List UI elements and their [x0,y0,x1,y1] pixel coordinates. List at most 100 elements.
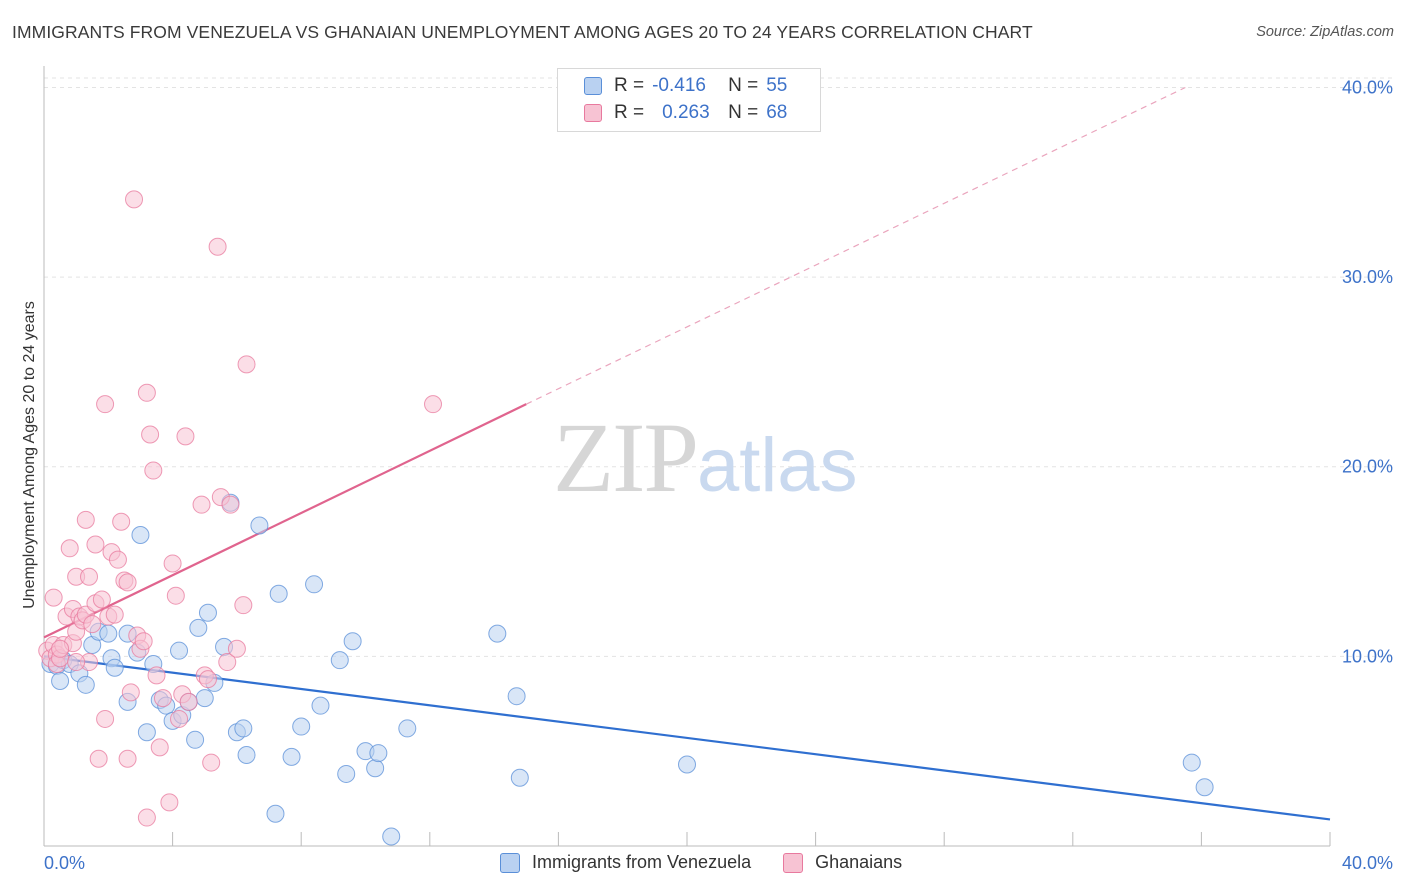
ghanaians-point [237,355,256,374]
n-label: N = [728,102,759,123]
ghanaians-point [208,237,227,256]
legend-row-venezuela: R = -0.416 N = 55 [584,75,787,97]
x-tick-label: 40.0% [1342,853,1393,873]
pink-swatch [584,104,602,122]
venezuela-point [266,804,285,823]
venezuela-point [105,658,124,677]
ghanaians-point [89,749,108,768]
venezuela-point [330,651,349,670]
r-label: R = [614,75,645,96]
ghanaians-point [96,709,115,728]
y-tick-label: 10.0% [1342,646,1393,666]
n-label: N = [728,75,759,96]
ghanaians-point [153,689,172,708]
blue-swatch [584,77,602,95]
trend-lines [43,86,1331,821]
axes [43,66,1331,847]
data-points [38,190,1214,846]
r-value: -0.416 [652,75,706,96]
r-label: R = [614,102,645,123]
ghanaians-point [141,425,160,444]
venezuela-point [382,827,401,846]
venezuela-point [369,744,388,763]
venezuela-point [234,719,253,738]
ghanaians-point [150,738,169,757]
ghanaians-point [144,461,163,480]
ghanaians-point [227,639,246,658]
ghanaians-point [60,539,79,558]
venezuela-point [198,603,217,622]
y-axis-label: Unemployment Among Ages 20 to 24 years [21,301,38,609]
y-tick-label: 30.0% [1342,267,1393,287]
chart-title: IMMIGRANTS FROM VENEZUELA VS GHANAIAN UN… [12,22,1033,42]
stats-legend: R = -0.416 N = 55 R = 0.263 N = 68 [557,68,821,132]
venezuela-point [131,526,150,545]
source-note: Source: ZipAtlas.com [1256,24,1394,40]
ghanaians-point [112,512,131,531]
x-tick-label: 0.0% [44,853,85,873]
ghanaians-point [163,554,182,573]
ghanaians-trend-extension [525,86,1186,405]
ghanaians-point [96,395,115,414]
venezuela-point [398,719,417,738]
venezuela-point [282,747,301,766]
legend-item-venezuela: Immigrants from Venezuela [500,852,751,873]
venezuela-point [137,723,156,742]
venezuela-point [250,516,269,535]
venezuela-point [292,717,311,736]
venezuela-point [170,641,189,660]
ghanaians-point [44,588,63,607]
ghanaians-point [83,615,102,634]
legend-item-ghanaians: Ghanaians [783,852,902,873]
ghanaians-point [76,510,95,529]
ghanaians-point [134,632,153,651]
ghanaians-point [234,596,253,615]
ghanaians-point [192,495,211,514]
ghanaians-point [202,753,221,772]
ghanaians-point [179,692,198,711]
venezuela-point [343,632,362,651]
venezuela-point [51,672,70,691]
venezuela-point [305,575,324,594]
ghanaians-point [218,653,237,672]
n-value: 55 [766,75,788,96]
ghanaians-point [121,683,140,702]
ghanaians-point [160,793,179,812]
venezuela-point [507,687,526,706]
ghanaians-point [105,605,124,624]
venezuela-point [1182,753,1201,772]
venezuela-point [269,584,288,603]
venezuela-point [195,689,214,708]
ghanaians-point [51,639,70,658]
n-value: 68 [766,102,788,123]
venezuela-point [366,759,385,778]
ghanaians-point [118,749,137,768]
ghanaians-point [86,535,105,554]
venezuela-trend-line [43,655,1331,821]
venezuela-point [1195,778,1214,797]
ghanaians-trend-line [43,403,527,639]
ghanaians-point [424,395,443,414]
ghanaians-point [137,808,156,827]
venezuela-point [237,745,256,764]
ghanaians-point [176,427,195,446]
venezuela-point [488,624,507,643]
ghanaians-point [92,590,111,609]
venezuela-point [337,764,356,783]
venezuela-point [189,618,208,637]
legend-label: Ghanaians [815,852,903,872]
pink-swatch [783,852,804,873]
venezuela-point [76,675,95,694]
ghanaians-point [166,586,185,605]
watermark: ZIPatlas [553,402,858,513]
series-legend: Immigrants from Venezuela Ghanaians [500,852,934,873]
blue-swatch [500,852,520,873]
venezuela-point [99,624,118,643]
venezuela-point [510,768,529,787]
ghanaians-point [108,550,127,569]
ghanaians-point [221,495,240,514]
venezuela-point [311,696,330,715]
tick-labels: 10.0% 20.0% 30.0% 40.0% 0.0% 40.0% [44,77,1393,873]
ghanaians-point [147,666,166,685]
